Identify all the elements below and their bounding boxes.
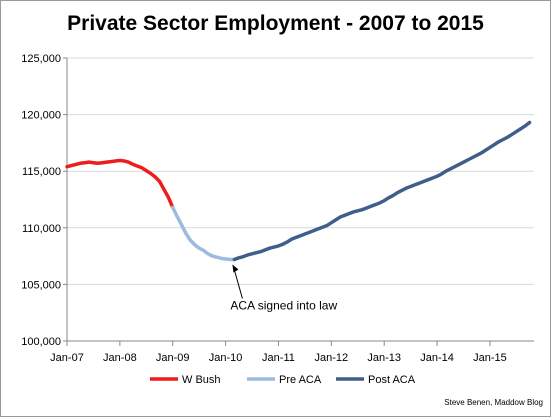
annotation-text: ACA signed into law <box>230 298 337 312</box>
x-tick-label: Jan-08 <box>103 352 137 364</box>
x-tick-label: Jan-14 <box>420 352 454 364</box>
x-tick-label: Jan-11 <box>262 352 295 364</box>
y-tick-label: 105,000 <box>21 279 61 291</box>
axes <box>63 57 534 346</box>
legend-label: Pre ACA <box>279 374 322 386</box>
source-credit: Steve Benen, Maddow Blog <box>444 398 543 407</box>
x-tick-label: Jan-15 <box>473 352 507 364</box>
series-line-pre-aca <box>170 205 237 262</box>
series-line-post-aca <box>232 120 532 262</box>
y-tick-label: 125,000 <box>21 53 61 65</box>
legend-label: Post ACA <box>368 374 416 386</box>
y-tick-label: 110,000 <box>22 223 61 235</box>
legend-label: W Bush <box>182 374 221 386</box>
x-tick-label: Jan-10 <box>209 352 243 364</box>
annotation: ACA signed into law <box>230 264 337 312</box>
y-tick-label: 115,000 <box>22 166 61 178</box>
x-tick-label: Jan-07 <box>50 352 84 364</box>
legend: W Bush Pre ACA Post ACA <box>150 374 416 386</box>
y-tick-label: 100,000 <box>21 336 61 348</box>
x-tick-label: Jan-09 <box>156 352 190 364</box>
x-axis-tick-labels: Jan-07 Jan-08 Jan-09 Jan-10 Jan-11 Jan-12 Jan-… <box>50 352 507 364</box>
series-lines <box>65 120 532 262</box>
chart-title: Private Sector Employment - 2007 to 2015 <box>67 12 484 35</box>
x-tick-label: Jan-12 <box>315 352 349 364</box>
series-line-w-bush <box>65 158 175 210</box>
x-tick-label: Jan-13 <box>367 352 401 364</box>
y-tick-label: 120,000 <box>21 110 61 122</box>
y-axis-tick-labels: 100,000 105,000 110,000 115,000 120,000 125,0… <box>21 53 61 348</box>
annotation-arrow <box>232 266 243 299</box>
annotation-arrowhead <box>232 264 239 273</box>
